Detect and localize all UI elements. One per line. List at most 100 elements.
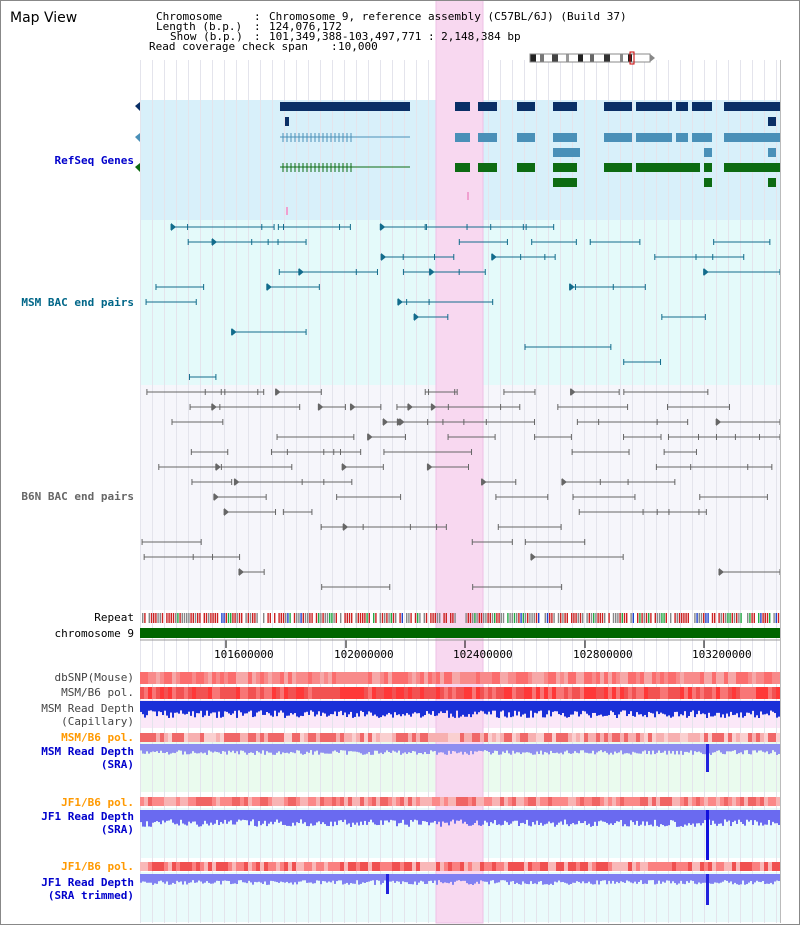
read-depth-bar — [546, 874, 548, 885]
read-depth-bar — [486, 744, 488, 751]
read-depth-bar — [240, 701, 242, 713]
snp-density-cell — [152, 672, 156, 684]
snp-density-cell — [592, 733, 596, 742]
read-depth-bar — [424, 744, 426, 753]
snp-density-cell — [580, 733, 584, 742]
read-depth-bar — [638, 744, 640, 754]
repeat-mark — [315, 613, 318, 623]
read-depth-bar — [736, 874, 738, 885]
repeat-mark — [373, 613, 375, 623]
read-depth-bar — [668, 701, 670, 716]
snp-density-cell — [488, 797, 492, 806]
snp-density-cell — [188, 672, 192, 684]
snp-density-cell — [476, 687, 480, 699]
read-depth-bar — [552, 744, 554, 754]
snp-density-cell — [484, 797, 488, 806]
read-depth-bar — [588, 810, 590, 824]
read-depth-bar — [544, 810, 546, 825]
snp-density-cell — [156, 687, 160, 699]
snp-density-cell — [184, 797, 188, 806]
snp-density-cell — [420, 687, 424, 699]
read-depth-bar — [770, 874, 772, 883]
snp-density-cell — [412, 672, 416, 684]
read-depth-bar — [748, 874, 750, 883]
read-depth-bar — [536, 810, 538, 821]
snp-density-cell — [444, 797, 448, 806]
read-depth-bar — [396, 810, 398, 827]
snp-density-cell — [760, 672, 764, 684]
read-depth-bar — [684, 701, 686, 712]
read-depth-bar — [298, 744, 300, 751]
read-depth-bar — [300, 810, 302, 820]
read-depth-bar — [718, 701, 720, 713]
read-depth-bar — [760, 744, 762, 751]
read-depth-bar — [216, 701, 218, 718]
snp-density-cell — [656, 797, 660, 806]
track-label-msm-bac[interactable]: MSM BAC end pairs — [21, 296, 134, 309]
read-depth-bar — [360, 874, 362, 884]
read-depth-bar — [186, 744, 188, 755]
read-depth-bar — [352, 874, 354, 884]
read-depth-bar — [362, 874, 364, 883]
read-depth-bar — [516, 874, 518, 883]
read-depth-bar — [154, 810, 156, 823]
read-depth-bar — [216, 874, 218, 881]
snp-density-cell — [448, 672, 452, 684]
read-depth-bar — [644, 701, 646, 715]
snp-density-cell — [704, 672, 708, 684]
repeat-mark — [500, 613, 502, 623]
read-depth-bar — [484, 874, 486, 882]
read-depth-bar — [402, 744, 404, 754]
snp-density-cell — [736, 733, 740, 742]
track-label-b6n-bac[interactable]: B6N BAC end pairs — [21, 490, 134, 503]
read-depth-bar — [604, 810, 606, 822]
read-depth-bar — [484, 701, 486, 714]
snp-density-cell — [752, 862, 756, 871]
snp-density-cell — [228, 797, 232, 806]
read-depth-bar — [272, 810, 274, 825]
snp-density-cell — [584, 733, 588, 742]
bac-end-arrow — [530, 553, 536, 561]
read-depth-bar — [218, 874, 220, 881]
read-depth-bar — [400, 810, 402, 823]
snp-density-cell — [588, 672, 592, 684]
snp-density-cell — [552, 797, 556, 806]
snp-density-cell — [256, 687, 260, 699]
read-depth-bar — [618, 874, 620, 884]
snp-density-cell — [348, 733, 352, 742]
read-depth-bar — [178, 874, 180, 883]
read-depth-bar — [648, 701, 650, 712]
read-depth-bar — [180, 874, 182, 882]
track-label-refseq[interactable]: RefSeq Genes — [54, 154, 134, 167]
read-depth-bar — [494, 701, 496, 711]
snp-density-cell — [232, 797, 236, 806]
read-depth-bar — [456, 701, 458, 711]
read-depth-bar — [368, 701, 370, 712]
read-depth-bar — [746, 874, 748, 885]
snp-density-cell — [700, 672, 704, 684]
read-depth-bar — [276, 874, 278, 883]
snp-density-cell — [360, 672, 364, 684]
snp-density-cell — [196, 672, 200, 684]
repeat-mark — [142, 613, 144, 623]
read-depth-bar — [402, 874, 404, 882]
read-depth-bar — [164, 744, 166, 753]
snp-density-cell — [720, 733, 724, 742]
read-depth-bar — [658, 810, 660, 827]
read-depth-bar — [384, 701, 386, 717]
read-depth-bar — [570, 874, 572, 884]
read-depth-bar — [550, 874, 552, 884]
snp-density-cell — [384, 733, 388, 742]
snp-density-cell — [500, 687, 504, 699]
read-depth-bar — [184, 744, 186, 752]
read-depth-bar — [672, 874, 674, 882]
snp-density-cell — [164, 797, 168, 806]
read-depth-bar — [734, 701, 736, 715]
snp-density-cell — [388, 862, 392, 871]
read-depth-bar — [242, 810, 244, 820]
snp-density-cell — [488, 733, 492, 742]
snp-density-cell — [532, 687, 536, 699]
track-label-jf1-depth-sra-1: JF1 Read Depth — [41, 810, 134, 823]
read-depth-bar — [354, 701, 356, 717]
